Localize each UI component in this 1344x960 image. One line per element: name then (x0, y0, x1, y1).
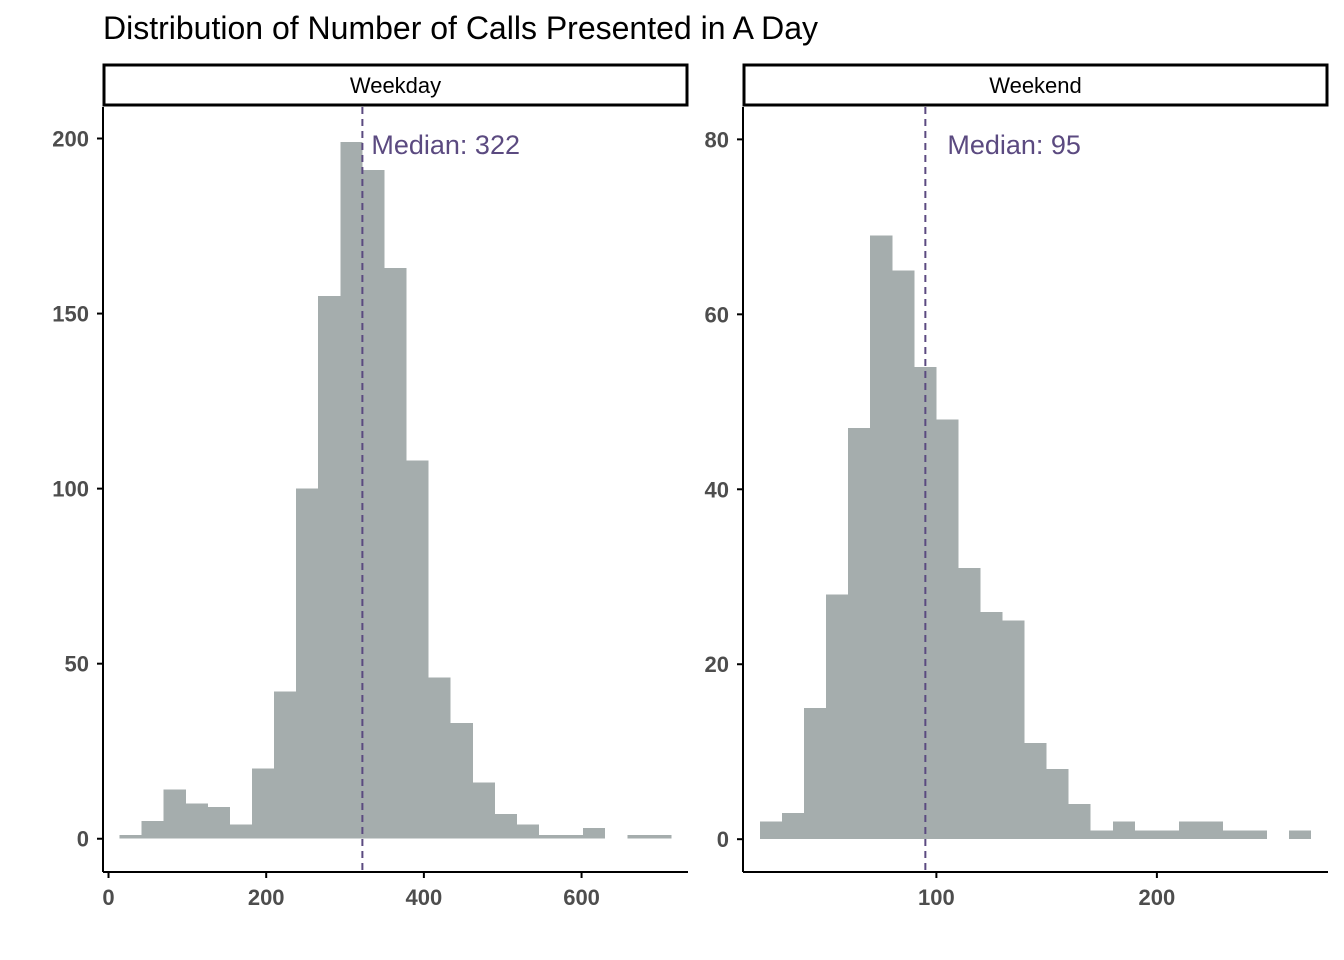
median-label: Median: 95 (947, 130, 1081, 160)
histogram-bar (252, 768, 275, 839)
histogram-bar (826, 594, 849, 840)
panel-weekday: Weekday Median: 322 0 50 100 150 200 0 200 400 600 (52, 63, 689, 910)
median-label: Median: 322 (371, 130, 520, 160)
histogram-bar (892, 270, 915, 840)
y-tick-label: 20 (705, 652, 729, 677)
y-tick-label: 100 (52, 477, 89, 502)
histogram-bar (185, 803, 208, 839)
histogram-bar (958, 568, 981, 840)
histogram-bar (1046, 769, 1069, 840)
y-tick-label: 150 (52, 302, 89, 327)
histogram-bar (804, 707, 827, 840)
histogram-bar (1200, 821, 1224, 840)
y-tick-label: 40 (705, 477, 729, 502)
histogram-bar (870, 235, 893, 840)
facet-strip-label: Weekend (989, 73, 1082, 98)
histogram-bar (980, 611, 1003, 840)
histogram-bar (1002, 620, 1025, 840)
facet-strip (742, 63, 1329, 107)
x-tick-label: 400 (406, 885, 443, 910)
histogram-bar (340, 142, 363, 839)
histogram-bar (472, 782, 495, 839)
histogram-bar (1245, 830, 1268, 840)
histogram-bar (627, 835, 650, 839)
histogram-bar (362, 170, 385, 839)
histogram-bar (119, 835, 142, 839)
histogram-bar (428, 677, 451, 839)
histogram-bar (649, 835, 672, 839)
histogram-bar (274, 691, 297, 839)
histogram-bar (759, 821, 783, 840)
histogram-bar (538, 835, 562, 839)
histogram-bar (163, 789, 186, 839)
histogram-bar (516, 824, 539, 839)
histogram-bar (207, 807, 230, 839)
y-tick-label: 200 (52, 127, 89, 152)
y-tick-label: 0 (717, 827, 729, 852)
histogram-bar (229, 824, 253, 839)
y-tick-label: 0 (77, 827, 89, 852)
histogram-bar (1068, 804, 1091, 840)
facet-strip (102, 63, 689, 107)
histogram-bar (1090, 830, 1113, 840)
histogram-bar (296, 488, 319, 839)
histogram-bar (583, 828, 606, 839)
x-tick-label: 200 (248, 885, 285, 910)
histogram-bar (1024, 742, 1047, 840)
histogram-bar (450, 723, 473, 839)
y-tick-label: 50 (65, 652, 89, 677)
histogram-bar (406, 460, 429, 839)
histogram-bar (782, 812, 805, 840)
y-tick-label: 60 (705, 302, 729, 327)
x-tick-label: 0 (102, 885, 114, 910)
histogram-bar (384, 268, 407, 839)
chart-title: Distribution of Number of Calls Presente… (103, 10, 818, 46)
histogram-bar (1156, 830, 1179, 840)
histogram-bar (1112, 821, 1135, 840)
panel-weekend: Weekend Median: 95 0 20 40 60 80 100 200 (705, 63, 1329, 910)
histogram-bar (936, 419, 959, 840)
x-tick-label: 200 (1139, 885, 1176, 910)
histogram-bar (1134, 830, 1157, 840)
histogram-bar (1223, 830, 1246, 840)
histogram-bar (494, 814, 517, 839)
x-tick-label: 100 (918, 885, 955, 910)
histogram-bar (141, 821, 164, 839)
histogram-bar (848, 428, 871, 840)
y-tick-label: 80 (705, 127, 729, 152)
facet-strip-label: Weekday (350, 73, 441, 98)
histogram-bar (1178, 821, 1201, 840)
histogram-bar (318, 296, 341, 839)
histogram-bar (561, 835, 584, 839)
histogram-bar (1289, 830, 1312, 840)
x-tick-label: 600 (563, 885, 600, 910)
